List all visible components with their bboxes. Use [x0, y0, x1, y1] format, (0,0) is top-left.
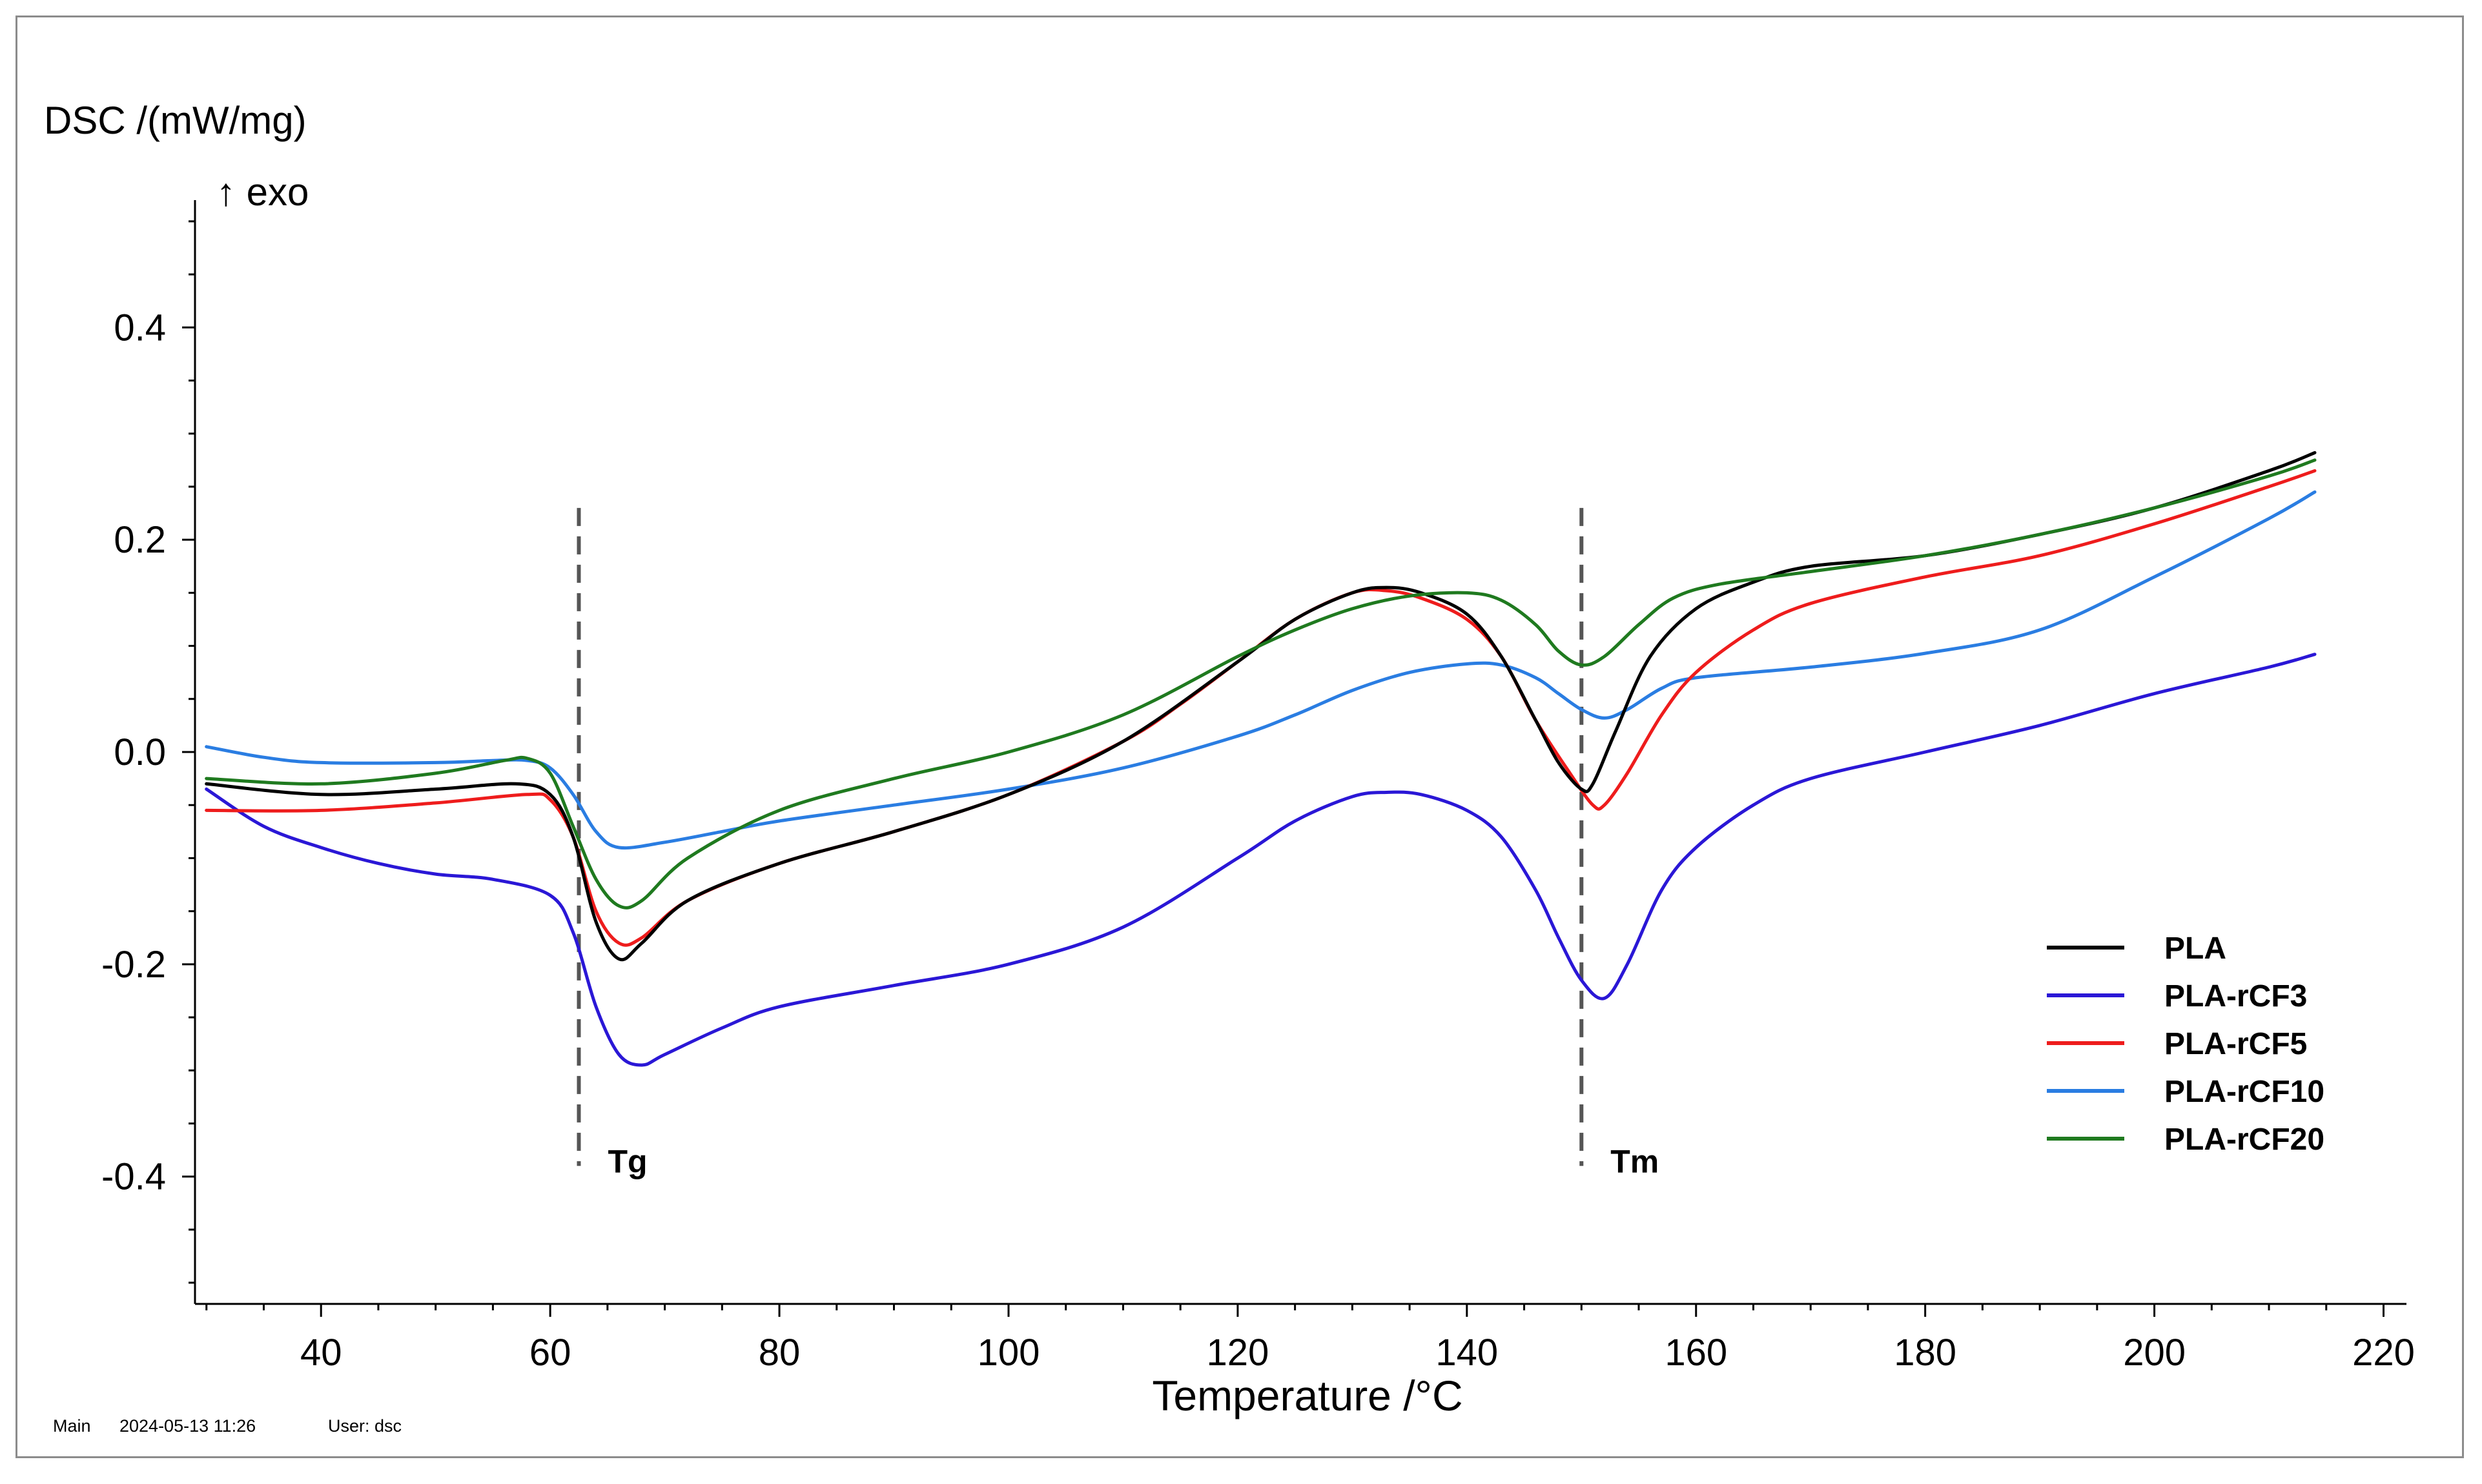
- y-axis-label: DSC /(mW/mg): [44, 99, 307, 142]
- y-tick-label: -0.2: [101, 944, 166, 986]
- series-line-pla-rcf10: [205, 490, 2317, 850]
- tick-labels: 0.4 0.2 0.0 -0.2 -0.4 40 60 80 100 120 140 160 180 20…: [101, 307, 2415, 1374]
- x-tick-label: 200: [2123, 1332, 2186, 1374]
- ticks: [182, 220, 2385, 1317]
- y-tick-label: 0.4: [114, 307, 166, 349]
- x-tick-label: 220: [2352, 1332, 2415, 1374]
- tm-label: Tm: [1610, 1143, 1659, 1179]
- x-tick-label: 120: [1207, 1332, 1269, 1374]
- x-tick-label: 60: [529, 1332, 571, 1374]
- x-tick-label: 160: [1665, 1332, 1727, 1374]
- tg-label: Tg: [608, 1143, 647, 1179]
- y-tick-label: 0.2: [114, 519, 166, 561]
- series-line-pla: [205, 451, 2317, 962]
- x-tick-label: 80: [759, 1332, 801, 1374]
- x-tick-label: 180: [1894, 1332, 1956, 1374]
- footer-timestamp: 2024-05-13 11:26: [119, 1416, 256, 1436]
- legend-label-pla-rcf3: PLA-rCF3: [2164, 979, 2307, 1013]
- x-tick-label: 40: [300, 1332, 342, 1374]
- legend-label-pla-rcf20: PLA-rCF20: [2164, 1123, 2324, 1157]
- x-tick-label: 100: [978, 1332, 1040, 1374]
- legend: PLA PLA-rCF3 PLA-rCF5 PLA-rCF10 PLA-rCF20: [2047, 931, 2324, 1157]
- annotations: Tg Tm: [577, 507, 1659, 1179]
- legend-label-pla-rcf10: PLA-rCF10: [2164, 1075, 2324, 1109]
- footer-view-label: Main: [53, 1416, 91, 1436]
- exo-direction-label: ↑ exo: [216, 170, 309, 214]
- x-tick-label: 140: [1435, 1332, 1498, 1374]
- y-tick-label: -0.4: [101, 1156, 166, 1198]
- series-line-pla-rcf20: [205, 458, 2317, 910]
- footer-user: User: dsc: [328, 1416, 402, 1436]
- series-line-pla-rcf3: [205, 653, 2317, 1067]
- legend-label-pla-rcf5: PLA-rCF5: [2164, 1027, 2307, 1061]
- y-tick-label: 0.0: [114, 731, 166, 773]
- legend-label-pla: PLA: [2164, 931, 2226, 966]
- series-layer: [205, 451, 2317, 1067]
- x-axis-label: Temperature /°C: [1152, 1372, 1462, 1419]
